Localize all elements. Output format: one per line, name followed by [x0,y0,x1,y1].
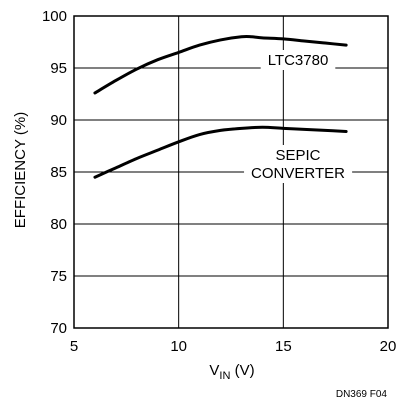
x-tick-label: 5 [70,338,78,355]
series-label-line: SEPIC [275,147,320,164]
figure-id: DN369 F04 [336,389,388,400]
x-tick-label: 10 [170,338,187,355]
series-label-background [260,50,336,70]
y-tick-label: 75 [50,268,67,285]
x-axis-label-main: V [209,362,219,379]
y-tick-label: 85 [50,164,67,181]
y-tick-label: 90 [50,112,67,129]
y-tick-label: 100 [42,8,67,25]
x-axis-label: VIN (V) [209,362,254,382]
curves [93,35,348,179]
series-label-background [244,145,353,183]
y-tick-label: 70 [50,320,67,337]
ltc3780-curve [93,35,348,95]
x-tick-label: 15 [275,338,292,355]
x-axis-label-subscript: IN [219,370,230,382]
y-tick-label: 80 [50,216,67,233]
y-axis-label: EFFICIENCY (%) [12,112,29,228]
sepic-converter-curve [93,125,348,179]
x-axis-label-unit: (V) [230,362,254,379]
series-label-line: LTC3780 [268,52,329,69]
series-label-line: CONVERTER [251,165,345,182]
plot-border [73,15,389,329]
tick-labels: 70 75 80 85 90 95 100 5 10 15 20 [42,8,396,355]
x-tick-label: 20 [380,338,396,355]
plot-frame [73,15,389,329]
ltc3780-label: LTC3780 [260,50,336,70]
y-tick-label: 95 [50,60,67,77]
